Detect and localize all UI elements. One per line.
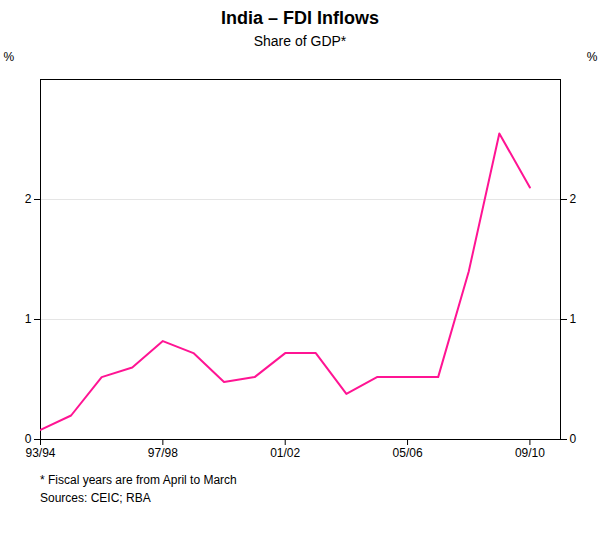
svg-text:1: 1 [570,312,577,326]
html-text:India – FDI Inflows: India – FDI Inflows [221,8,379,28]
svg-text:01/02: 01/02 [270,446,300,460]
svg-text:05/06: 05/06 [393,446,423,460]
svg-text:09/10: 09/10 [515,446,545,460]
svg-text:%: % [4,50,15,64]
svg-text:0: 0 [570,432,577,446]
html-text:* Fiscal years are from April: * Fiscal years are from April to March [40,473,237,487]
html-text:Share of GDP*: Share of GDP* [253,33,347,49]
svg-text:%: % [587,50,598,64]
svg-text:2: 2 [25,192,32,206]
svg-text:93/94: 93/94 [25,446,55,460]
svg-text:97/98: 97/98 [148,446,178,460]
svg-text:1: 1 [25,312,32,326]
svg-text:2: 2 [570,192,577,206]
svg-text:0: 0 [25,432,32,446]
html-text:Sources: CEIC; RBA: Sources: CEIC; RBA [40,491,151,505]
